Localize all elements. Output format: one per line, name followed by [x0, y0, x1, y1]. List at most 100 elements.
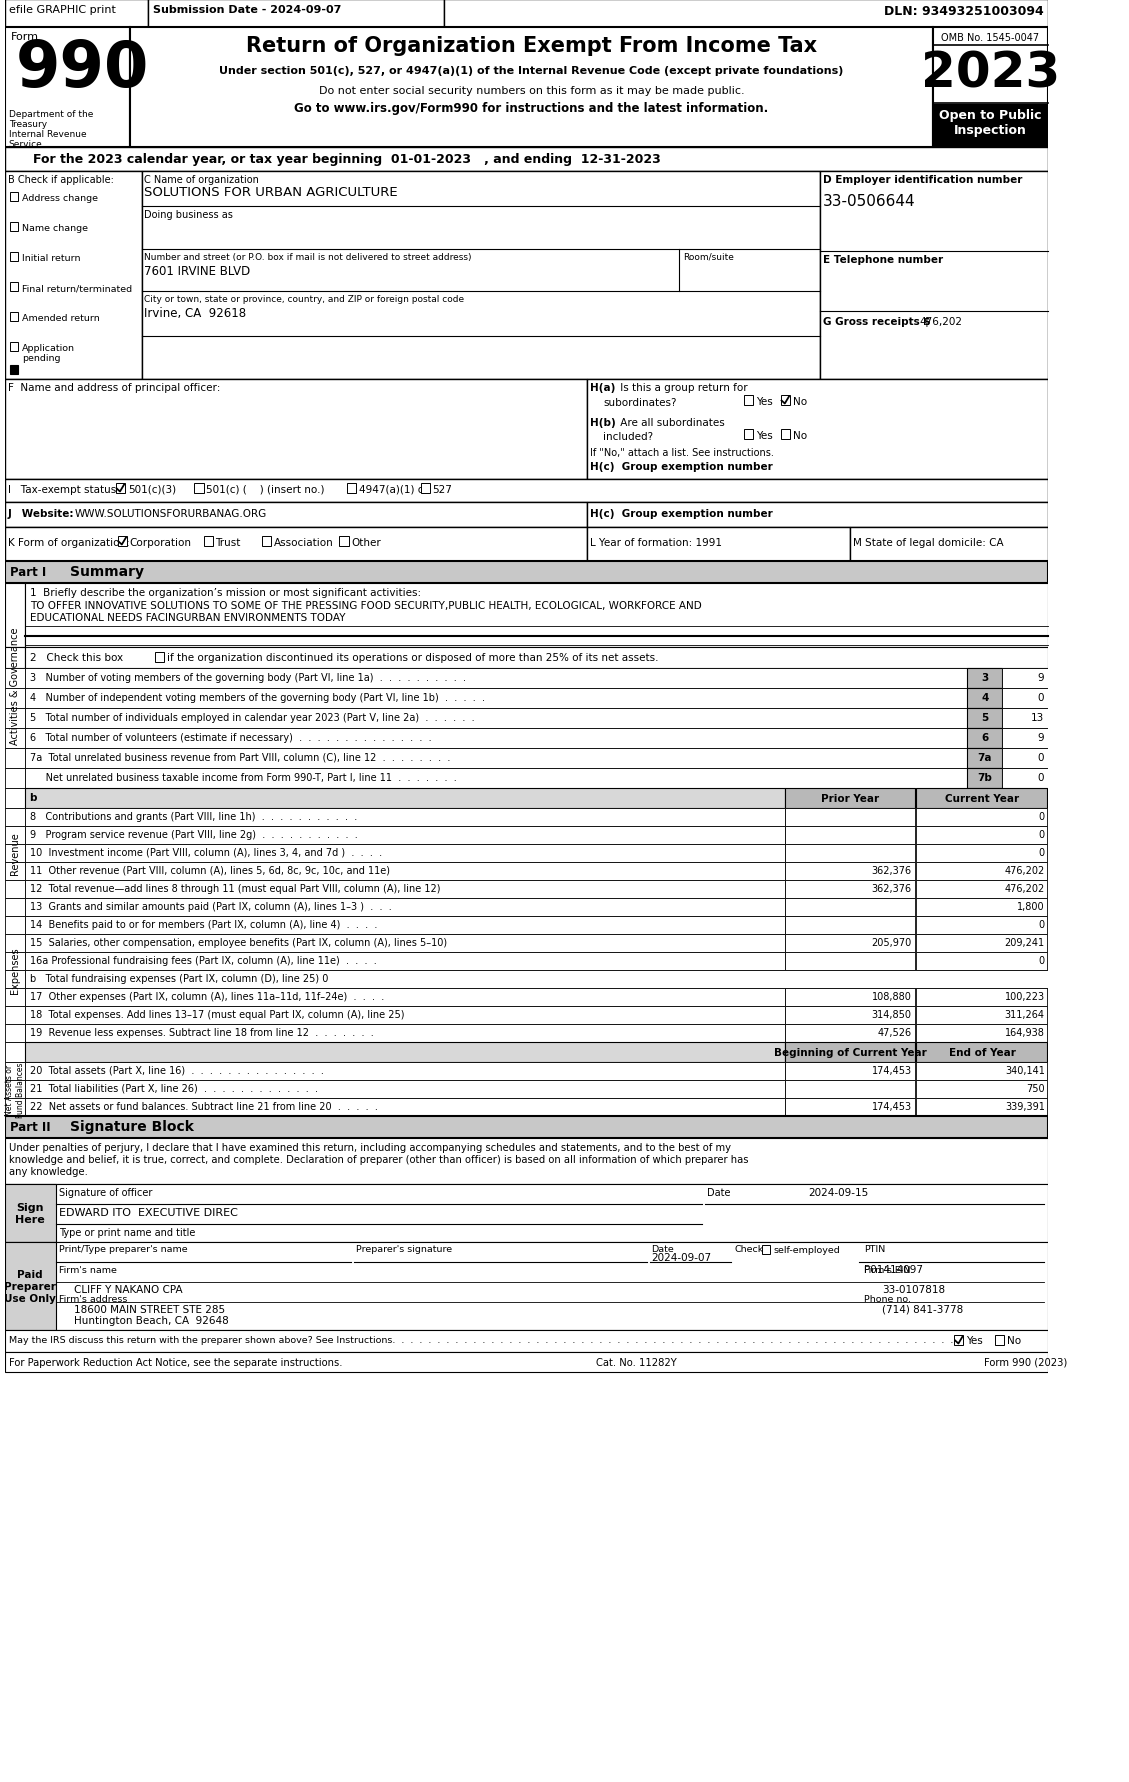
Text: H(b): H(b) — [589, 417, 615, 428]
Bar — [194, 483, 203, 494]
Text: 990: 990 — [16, 37, 149, 100]
Text: PTIN: PTIN — [864, 1244, 885, 1253]
Bar — [25, 709, 968, 729]
Text: 108,880: 108,880 — [872, 991, 912, 1001]
Bar — [5, 171, 141, 380]
Text: J   Website:: J Website: — [8, 508, 75, 519]
Text: Department of the: Department of the — [9, 110, 93, 119]
Bar — [917, 1007, 1048, 1025]
Bar — [780, 396, 790, 406]
Bar — [1003, 668, 1048, 688]
Bar — [25, 668, 968, 688]
Bar — [786, 827, 914, 845]
Text: 0: 0 — [1038, 693, 1044, 702]
Bar — [917, 1042, 1048, 1062]
Text: 0: 0 — [1038, 773, 1044, 782]
Bar — [786, 916, 914, 934]
Bar — [10, 283, 18, 292]
Text: 0: 0 — [1039, 955, 1044, 966]
Text: 501(c) (    ) (insert no.): 501(c) ( ) (insert no.) — [207, 485, 325, 495]
Bar — [5, 748, 25, 768]
Text: 2024-09-15: 2024-09-15 — [808, 1187, 868, 1198]
Text: 6   Total number of volunteers (estimate if necessary)  .  .  .  .  .  .  .  .  : 6 Total number of volunteers (estimate i… — [30, 732, 431, 743]
Text: EDUCATIONAL NEEDS FACINGURBAN ENVIRONMENTS TODAY: EDUCATIONAL NEEDS FACINGURBAN ENVIRONMEN… — [30, 613, 345, 622]
Bar — [5, 809, 25, 827]
Bar — [917, 845, 1048, 862]
Bar — [917, 789, 1048, 809]
Bar — [25, 827, 786, 845]
Text: 4947(a)(1) or: 4947(a)(1) or — [359, 485, 428, 495]
Text: (714) 841-3778: (714) 841-3778 — [882, 1304, 963, 1315]
Bar — [762, 1246, 770, 1255]
Text: if the organization discontinued its operations or disposed of more than 25% of : if the organization discontinued its ope… — [167, 652, 658, 663]
Text: 9   Program service revenue (Part VIII, line 2g)  .  .  .  .  .  .  .  .  .  .  : 9 Program service revenue (Part VIII, li… — [30, 830, 358, 839]
Text: Address change: Address change — [21, 194, 97, 203]
Bar — [933, 29, 1048, 148]
Bar — [850, 527, 1048, 561]
Text: C Name of organization: C Name of organization — [145, 175, 260, 185]
Bar — [744, 429, 753, 440]
Bar — [25, 688, 968, 709]
Text: Net Assets or
Fund Balances: Net Assets or Fund Balances — [6, 1062, 25, 1117]
Bar — [1003, 748, 1048, 768]
Text: TO OFFER INNOVATIVE SOLUTIONS TO SOME OF THE PRESSING FOOD SECURITY,PUBLIC HEALT: TO OFFER INNOVATIVE SOLUTIONS TO SOME OF… — [30, 601, 702, 611]
Bar — [821, 171, 1048, 380]
Text: Yes: Yes — [755, 431, 772, 440]
Text: 2024-09-07: 2024-09-07 — [651, 1253, 711, 1262]
Bar — [130, 29, 933, 148]
Text: Summary: Summary — [70, 565, 143, 579]
Text: 4   Number of independent voting members of the governing body (Part VI, line 1b: 4 Number of independent voting members o… — [30, 693, 485, 702]
Text: Beginning of Current Year: Beginning of Current Year — [773, 1048, 926, 1057]
Bar — [5, 952, 25, 971]
Text: 209,241: 209,241 — [1005, 937, 1044, 948]
Text: b: b — [29, 793, 36, 802]
Text: Irvine, CA  92618: Irvine, CA 92618 — [145, 307, 246, 319]
Text: Room/suite: Room/suite — [683, 253, 734, 262]
Text: 10  Investment income (Part VIII, column (A), lines 3, 4, and 7d )  .  .  .  .: 10 Investment income (Part VIII, column … — [30, 848, 382, 857]
Text: 22  Net assets or fund balances. Subtract line 21 from line 20  .  .  .  .  .: 22 Net assets or fund balances. Subtract… — [30, 1101, 378, 1112]
Text: 476,202: 476,202 — [919, 317, 962, 326]
Bar — [968, 748, 1003, 768]
Text: Application: Application — [21, 344, 75, 353]
Bar — [968, 709, 1003, 729]
Bar — [5, 668, 25, 688]
Bar — [5, 1242, 1048, 1329]
Bar — [786, 1042, 914, 1062]
Bar — [116, 483, 125, 494]
Text: Paid
Preparer
Use Only: Paid Preparer Use Only — [5, 1271, 55, 1303]
Bar — [5, 880, 25, 898]
Text: Amended return: Amended return — [21, 314, 99, 323]
Text: efile GRAPHIC print: efile GRAPHIC print — [9, 5, 115, 14]
Bar — [262, 536, 271, 547]
Text: I   Tax-exempt status:: I Tax-exempt status: — [8, 485, 120, 495]
Bar — [5, 527, 587, 561]
Text: 0: 0 — [1039, 848, 1044, 857]
Text: 47,526: 47,526 — [877, 1028, 912, 1037]
Bar — [5, 561, 1048, 584]
Bar — [10, 192, 18, 201]
Text: Date: Date — [651, 1244, 674, 1253]
Text: G Gross receipts $: G Gross receipts $ — [823, 317, 930, 326]
Text: No: No — [793, 431, 807, 440]
Bar — [5, 479, 1048, 503]
Text: 174,453: 174,453 — [872, 1066, 912, 1075]
Bar — [5, 1242, 55, 1329]
Bar — [5, 584, 25, 647]
Text: 0: 0 — [1039, 920, 1044, 930]
Text: 2   Check this box: 2 Check this box — [30, 652, 123, 663]
Text: subordinates?: subordinates? — [603, 397, 677, 408]
Text: 311,264: 311,264 — [1005, 1009, 1044, 1019]
Text: No: No — [1007, 1335, 1021, 1345]
Bar — [444, 0, 1048, 29]
Bar — [5, 1080, 25, 1098]
Text: 4: 4 — [981, 693, 988, 702]
Text: 527: 527 — [432, 485, 453, 495]
Bar — [148, 0, 444, 29]
Text: any knowledge.: any knowledge. — [9, 1167, 88, 1176]
Text: Print/Type preparer's name: Print/Type preparer's name — [59, 1244, 187, 1253]
Text: Type or print name and title: Type or print name and title — [59, 1228, 195, 1237]
Text: 7601 IRVINE BLVD: 7601 IRVINE BLVD — [145, 266, 251, 278]
Text: 5   Total number of individuals employed in calendar year 2023 (Part V, line 2a): 5 Total number of individuals employed i… — [30, 713, 474, 722]
Text: No: No — [793, 397, 807, 406]
Text: Huntington Beach, CA  92648: Huntington Beach, CA 92648 — [75, 1315, 229, 1326]
